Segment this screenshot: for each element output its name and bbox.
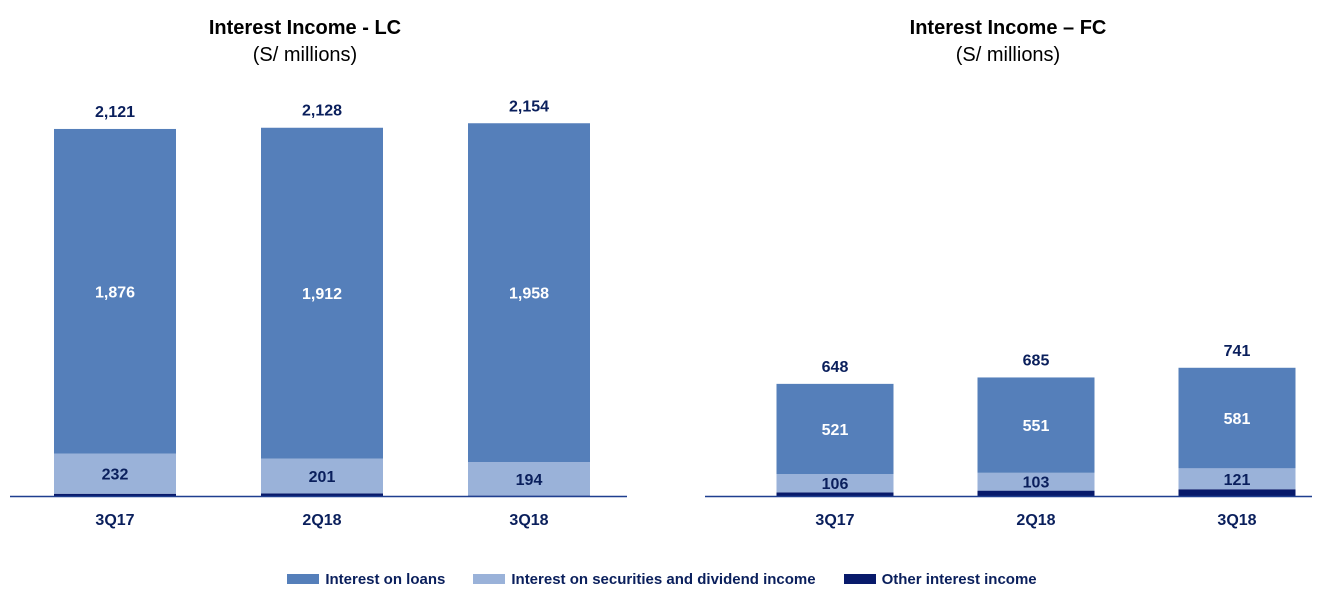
chart-lc-title: Interest Income - LC	[209, 17, 401, 39]
data-label-fc-securities-3q17: 106	[822, 476, 849, 493]
x-tick-fc-3q17: 3Q17	[815, 512, 854, 529]
legend-swatch-other	[843, 574, 876, 584]
bar-lc-securities-2q18	[261, 458, 383, 494]
legend-label-securities: Interest on securities and dividend inco…	[511, 570, 816, 588]
x-tick-lc-2q18: 2Q18	[302, 512, 341, 529]
data-label-lc-loans-3q17: 1,876	[95, 284, 135, 301]
bar-fc-loans-3q18	[1178, 367, 1296, 469]
data-label-lc-loans-3q18: 1,958	[509, 286, 549, 303]
legend-item-loans: Interest on loans	[287, 571, 445, 588]
chart-fc-subtitle: (S/ millions)	[956, 44, 1060, 66]
data-label-fc-loans-3q18: 581	[1224, 411, 1251, 428]
data-label-lc-securities-3q17: 232	[102, 467, 129, 484]
bar-lc-other-2q18	[261, 493, 383, 496]
total-label-fc-3q18: 741	[1224, 343, 1251, 360]
bar-fc-other-3q18	[1178, 489, 1296, 496]
x-tick-lc-3q18: 3Q18	[509, 512, 548, 529]
x-tick-lc-3q17: 3Q17	[95, 512, 134, 529]
bar-lc-loans-3q18	[468, 123, 590, 463]
data-label-fc-loans-2q18: 551	[1023, 418, 1050, 435]
bar-fc-loans-2q18	[977, 377, 1095, 473]
data-label-fc-securities-3q18: 121	[1224, 472, 1251, 489]
interest-income-charts: Interest Income - LC (S/ millions) 232 1,…	[10, 17, 1312, 529]
legend-swatch-loans	[287, 574, 320, 584]
legend-label-loans: Interest on loans	[325, 570, 446, 588]
chart-legend: Interest on loans Interest on securities…	[0, 568, 1324, 590]
chart-fc-title: Interest Income – FC	[910, 17, 1107, 39]
legend-label-other: Other interest income	[881, 570, 1037, 588]
bar-fc-other-3q17	[776, 492, 894, 496]
x-tick-fc-3q18: 3Q18	[1217, 512, 1256, 529]
data-label-fc-securities-2q18: 103	[1023, 475, 1050, 492]
data-label-fc-loans-3q17: 521	[822, 422, 849, 439]
data-label-lc-loans-2q18: 1,912	[302, 286, 342, 303]
bar-fc-loans-3q17	[776, 383, 894, 475]
total-label-lc-2q18: 2,128	[302, 103, 342, 120]
bar-lc-loans-2q18	[261, 127, 383, 459]
total-label-fc-3q17: 648	[822, 359, 849, 376]
bar-fc-securities-2q18	[977, 472, 1095, 491]
bar-fc-other-2q18	[977, 490, 1095, 496]
total-label-lc-3q18: 2,154	[509, 98, 549, 115]
x-tick-fc-2q18: 2Q18	[1016, 512, 1055, 529]
chart-lc: Interest Income - LC (S/ millions) 232 1,…	[10, 17, 627, 529]
chart-fc: Interest Income – FC (S/ millions) 106 52…	[705, 17, 1312, 529]
bar-fc-securities-3q17	[776, 474, 894, 493]
data-label-lc-securities-2q18: 201	[309, 469, 336, 486]
total-label-fc-2q18: 685	[1023, 352, 1050, 369]
data-label-lc-securities-3q18: 194	[516, 472, 543, 489]
legend-swatch-securities	[473, 574, 506, 584]
total-label-lc-3q17: 2,121	[95, 104, 135, 121]
bar-lc-securities-3q18	[468, 462, 590, 496]
chart-lc-subtitle: (S/ millions)	[253, 44, 357, 66]
bar-lc-loans-3q17	[54, 128, 176, 454]
legend-item-securities: Interest on securities and dividend inco…	[473, 570, 816, 588]
bar-lc-securities-3q17	[54, 453, 176, 494]
bar-fc-securities-3q18	[1178, 468, 1296, 490]
bar-lc-other-3q17	[54, 493, 176, 496]
legend-item-other: Other interest income	[843, 570, 1037, 588]
